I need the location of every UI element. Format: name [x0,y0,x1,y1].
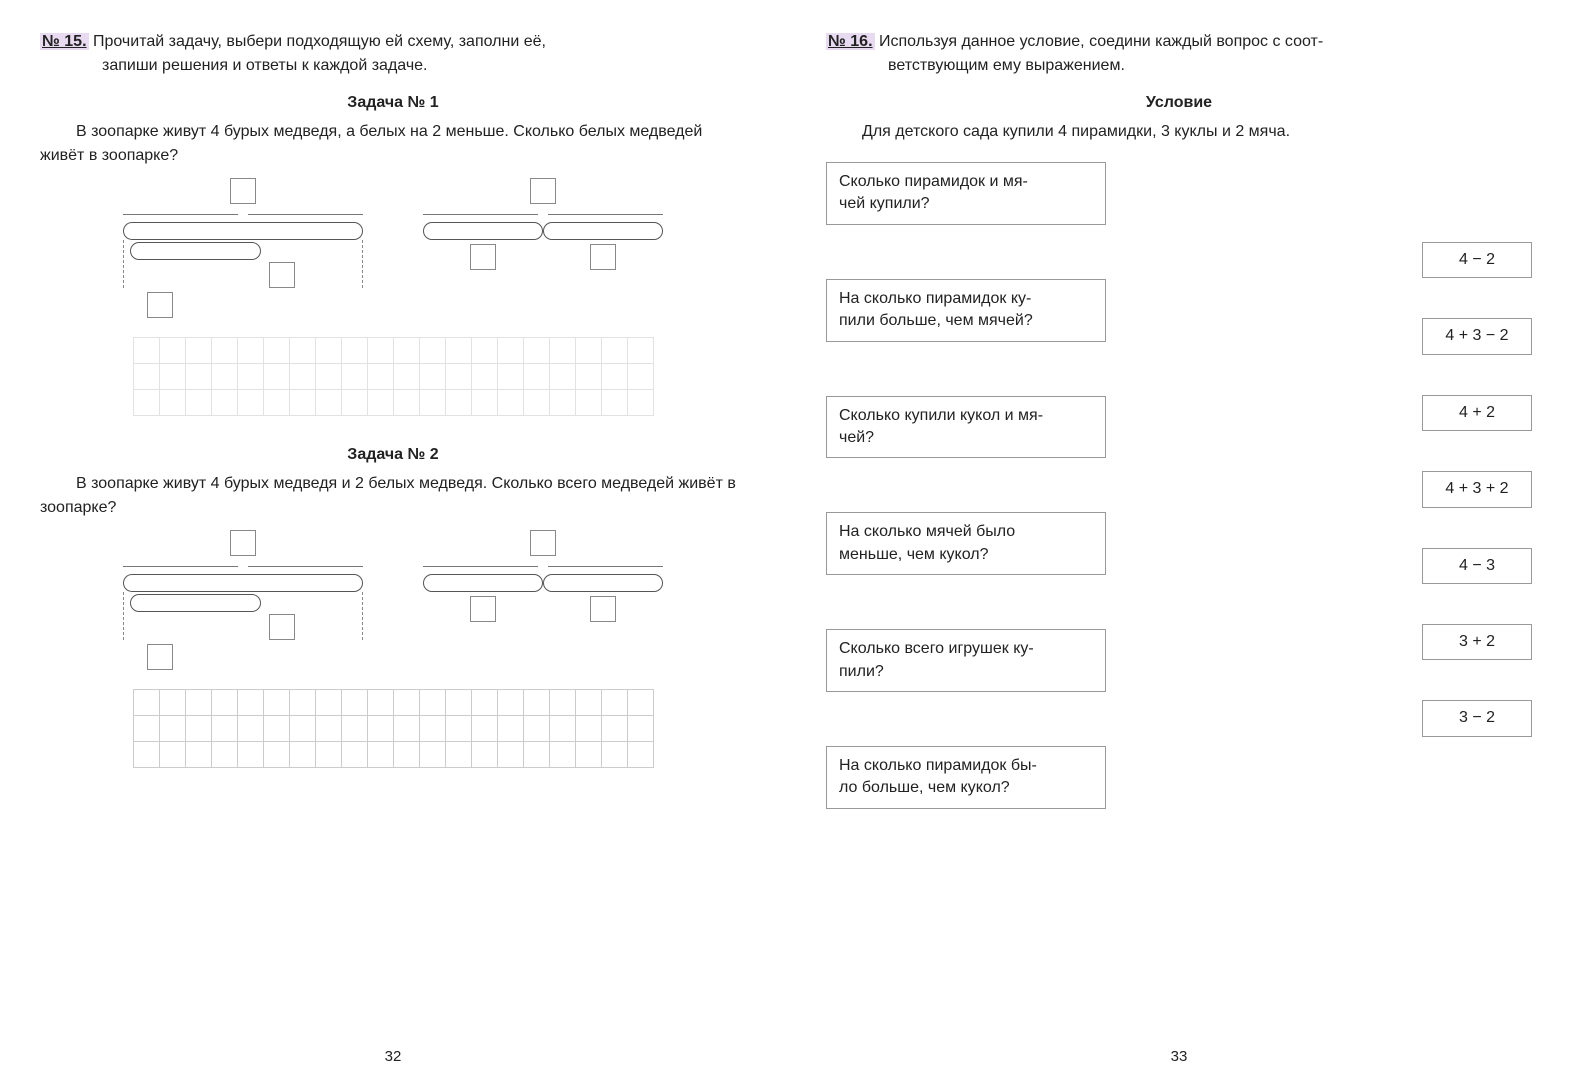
bar-part [130,242,261,260]
task1-title: Задача № 1 [40,94,746,112]
condition-text: Для детского сада купили 4 пирамидки, 3 … [826,120,1532,144]
task16-line2: ветствующим ему выражением. [888,57,1125,74]
task1-answer-grid[interactable] [133,337,654,416]
question-box[interactable]: На сколько мячей быломеньше, чем кукол? [826,512,1106,575]
task15-line1: Прочитай задачу, выбери подходящую ей сх… [93,33,546,50]
dashed-line-icon [123,592,124,640]
scheme-input-box[interactable] [530,530,556,556]
expression-box[interactable]: 3 + 2 [1422,624,1532,660]
task2-schemes [40,530,746,675]
scheme-input-box[interactable] [470,596,496,622]
expression-box[interactable]: 4 + 3 − 2 [1422,318,1532,354]
scheme-input-box[interactable] [269,614,295,640]
bar-half [423,222,543,240]
scheme-input-box[interactable] [590,244,616,270]
questions-column: Сколько пирамидок и мя-чей купили? На ско… [826,162,1106,809]
dashed-line-icon [362,240,363,288]
dashed-line-icon [362,592,363,640]
brace-icon [423,208,663,222]
page-left: № 15. Прочитай задачу, выбери подходящую… [0,0,786,1080]
brace-icon [423,560,663,574]
bar-half [423,574,543,592]
page-number-left: 32 [385,1048,402,1065]
task15-number: № 15. [40,33,89,50]
question-box[interactable]: На сколько пирамидок ку-пили больше, чем… [826,279,1106,342]
bar-part [130,594,261,612]
scheme-1b [423,178,663,323]
scheme-input-box[interactable] [269,262,295,288]
page-number-right: 33 [1171,1048,1188,1065]
scheme-input-box[interactable] [230,178,256,204]
task15-line2: запиши решения и ответы к каждой задаче. [102,57,428,74]
question-box[interactable]: Сколько всего игрушек ку-пили? [826,629,1106,692]
scheme-2b [423,530,663,675]
expressions-column: 4 − 2 4 + 3 − 2 4 + 2 4 + 3 + 2 4 − 3 3 + 2 3 … [1146,162,1532,809]
scheme-2a [123,530,363,675]
expression-box[interactable]: 4 + 3 + 2 [1422,471,1532,507]
task15-prompt: № 15. Прочитай задачу, выбери подходящую… [40,30,746,78]
page-right: № 16. Используя данное условие, соедини … [786,0,1572,1080]
task2-text: В зоопарке живут 4 бурых медведя и 2 бел… [40,472,746,520]
expression-box[interactable]: 4 + 2 [1422,395,1532,431]
scheme-input-box[interactable] [590,596,616,622]
task1-schemes [40,178,746,323]
bar-half [543,222,663,240]
scheme-input-box[interactable] [470,244,496,270]
question-box[interactable]: Сколько пирамидок и мя-чей купили? [826,162,1106,225]
scheme-input-box[interactable] [230,530,256,556]
bar-whole [123,574,363,592]
task1-text: В зоопарке живут 4 бурых медведя, а белы… [40,120,746,168]
task2-title: Задача № 2 [40,446,746,464]
expression-box[interactable]: 4 − 3 [1422,548,1532,584]
task16-line1: Используя данное условие, соедини каждый… [879,33,1323,50]
task16-prompt: № 16. Используя данное условие, соедини … [826,30,1532,78]
task16-number: № 16. [826,33,875,50]
brace-icon [123,560,363,574]
dashed-line-icon [123,240,124,288]
matching-area: Сколько пирамидок и мя-чей купили? На ско… [826,162,1532,809]
question-box[interactable]: На сколько пирамидок бы-ло больше, чем к… [826,746,1106,809]
brace-icon [123,208,363,222]
scheme-input-box[interactable] [147,292,173,318]
scheme-input-box[interactable] [147,644,173,670]
scheme-input-box[interactable] [530,178,556,204]
condition-title: Условие [826,94,1532,112]
bar-half [543,574,663,592]
question-box[interactable]: Сколько купили кукол и мя-чей? [826,396,1106,459]
expression-box[interactable]: 4 − 2 [1422,242,1532,278]
bar-whole [123,222,363,240]
task2-answer-grid[interactable] [133,689,654,768]
scheme-1a [123,178,363,323]
expression-box[interactable]: 3 − 2 [1422,700,1532,736]
